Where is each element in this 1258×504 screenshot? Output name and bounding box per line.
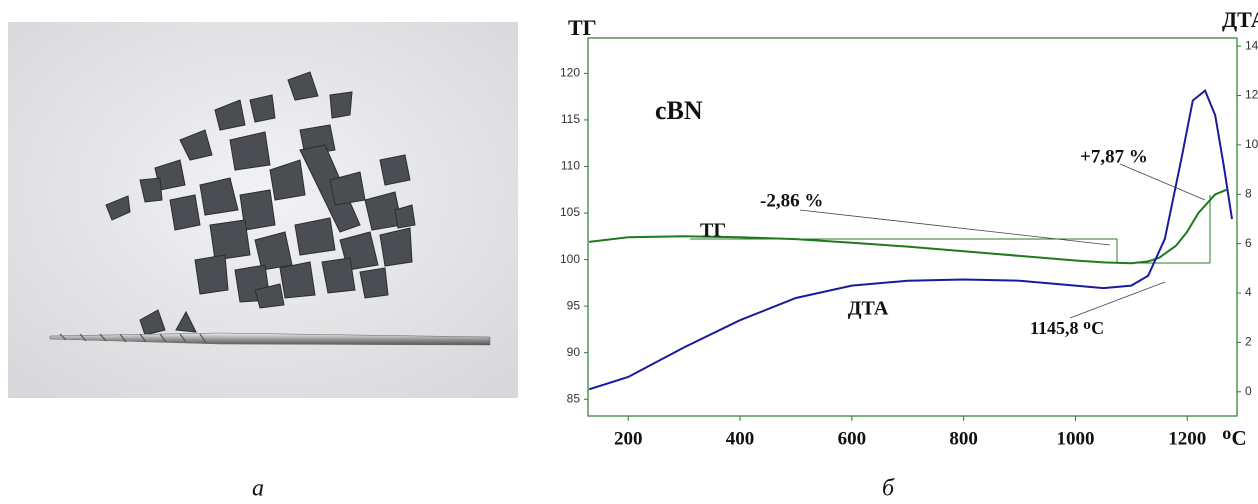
panel-label: а (252, 476, 264, 502)
y2-axis-title: ДТА (1222, 7, 1258, 32)
y2-tick-label: 6 (1245, 236, 1252, 250)
x-unit: ᴼC (1222, 426, 1247, 450)
y-tick-label: 105 (560, 205, 580, 219)
y2-tick-label: 4 (1245, 285, 1252, 299)
x-tick-label: 400 (726, 428, 755, 449)
y2-tick-label: 14 (1245, 38, 1258, 52)
plot-frame (587, 37, 1238, 417)
photo (8, 22, 518, 398)
x-tick-label: 1000 (1056, 428, 1094, 449)
leader-lines (799, 163, 1206, 319)
y-tick-label: 110 (561, 159, 580, 173)
series-line (588, 88, 1233, 391)
y-tick-label: 100 (560, 252, 580, 266)
y2-tick-label: 12 (1245, 88, 1258, 102)
y2-tick-label: 10 (1245, 137, 1258, 151)
y2-tick-label: 8 (1245, 186, 1252, 200)
annotation: cBN (655, 96, 703, 125)
y-tick-label: 90 (567, 345, 581, 359)
x-tick-label: 200 (614, 428, 643, 449)
annotation: 1145,8 ᴼC (1030, 318, 1104, 338)
y2-tick-label: 2 (1245, 335, 1252, 349)
y-tick-label: 115 (561, 112, 580, 126)
y-axis-title: ТГ (568, 15, 597, 40)
y-tick-label: 120 (560, 66, 580, 80)
y-tick-label: 85 (567, 391, 581, 405)
series-label: ТГ (700, 220, 726, 242)
x-tick-label: 1200 (1168, 428, 1206, 449)
annotation: -2,86 % (760, 190, 823, 211)
y2-tick-label: 0 (1245, 384, 1252, 398)
panel-label: б (882, 476, 895, 502)
y-tick-label: 95 (567, 298, 581, 312)
x-tick-label: 800 (949, 428, 978, 449)
x-tick-label: 600 (838, 428, 867, 449)
series-line (588, 188, 1227, 265)
series-label: ДТА (848, 298, 889, 320)
annotation: +7,87 % (1080, 146, 1148, 167)
